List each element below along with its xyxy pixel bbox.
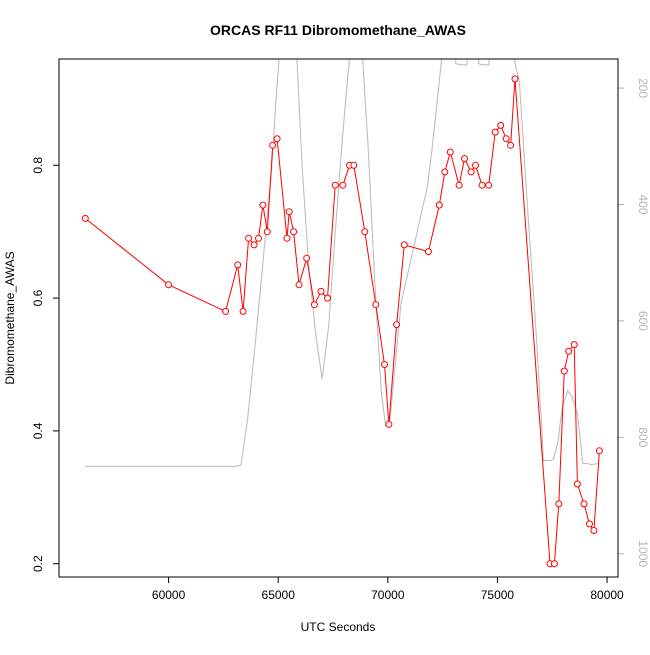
data-point	[565, 347, 573, 355]
data-point	[507, 141, 515, 149]
data-point	[324, 294, 331, 302]
data-point	[461, 155, 468, 163]
x-tick-label: 75000	[481, 588, 515, 602]
data-point	[239, 307, 247, 315]
y2-tick-label: 600	[636, 311, 650, 331]
data-point	[400, 241, 408, 249]
y-tick-label: 0.4	[31, 422, 45, 439]
chart-title: ORCAS RF11 Dibromomethane_AWAS	[210, 22, 466, 38]
data-point	[81, 214, 89, 222]
plot-frame	[58, 58, 619, 578]
data-point	[472, 161, 479, 169]
data-point	[255, 234, 262, 242]
data-point	[317, 287, 325, 295]
data-point	[350, 161, 358, 169]
data-point	[250, 241, 258, 249]
data-point	[393, 321, 401, 329]
x-tick-label: 70000	[371, 588, 405, 602]
data-point	[283, 234, 291, 242]
y2-tick-label: 800	[636, 427, 650, 447]
data-point	[295, 281, 303, 289]
data-point	[290, 228, 298, 236]
data-point	[331, 181, 339, 189]
data-point	[455, 181, 463, 189]
data-point	[586, 520, 593, 528]
data-point	[511, 75, 519, 83]
data-point	[385, 420, 393, 428]
y2-tick-label: 200	[636, 78, 650, 98]
data-point	[485, 181, 493, 189]
plot-layer: 60000 65000 70000 75000 80000 0.2 0.4 0.6 0.8 200…	[31, 59, 650, 602]
x-tick-label: 65000	[262, 588, 296, 602]
data-point	[435, 201, 443, 209]
data-point	[361, 228, 369, 236]
data-point	[441, 168, 449, 176]
series-line-secondary	[85, 59, 599, 467]
data-point	[560, 367, 568, 375]
data-point	[259, 201, 267, 209]
x-axis-label: UTC Seconds	[301, 620, 376, 634]
data-point	[234, 261, 242, 269]
data-point	[467, 168, 475, 176]
x-tick-label: 60000	[152, 588, 186, 602]
data-point	[550, 560, 558, 568]
data-point	[502, 135, 510, 143]
data-point	[424, 248, 432, 256]
data-point	[310, 301, 318, 309]
y-axis-label: Dibromomethane_AWAS	[3, 251, 17, 384]
y2-tick-label: 1000	[636, 540, 650, 567]
data-point	[339, 181, 347, 189]
data-point	[303, 254, 311, 262]
data-point	[573, 480, 581, 488]
data-point	[446, 148, 454, 156]
data-point	[590, 527, 598, 534]
data-point	[263, 228, 271, 236]
data-point	[273, 135, 281, 143]
y-tick-label: 0.2	[31, 555, 45, 572]
data-point	[285, 208, 293, 216]
data-point	[555, 500, 563, 508]
data-point	[580, 500, 588, 508]
data-point	[222, 307, 230, 315]
y-tick-label: 0.8	[31, 157, 45, 174]
y-tick-label: 0.6	[31, 289, 45, 306]
data-point	[245, 234, 253, 242]
data-point	[478, 181, 486, 189]
data-point	[595, 447, 603, 455]
data-point	[165, 281, 173, 289]
data-point	[570, 341, 578, 349]
data-point	[497, 121, 505, 129]
y2-tick-label: 400	[636, 194, 650, 214]
x-tick-label: 80000	[590, 588, 624, 602]
data-point	[491, 128, 499, 136]
data-point	[372, 301, 380, 309]
data-point	[269, 141, 277, 149]
data-point	[381, 361, 388, 368]
